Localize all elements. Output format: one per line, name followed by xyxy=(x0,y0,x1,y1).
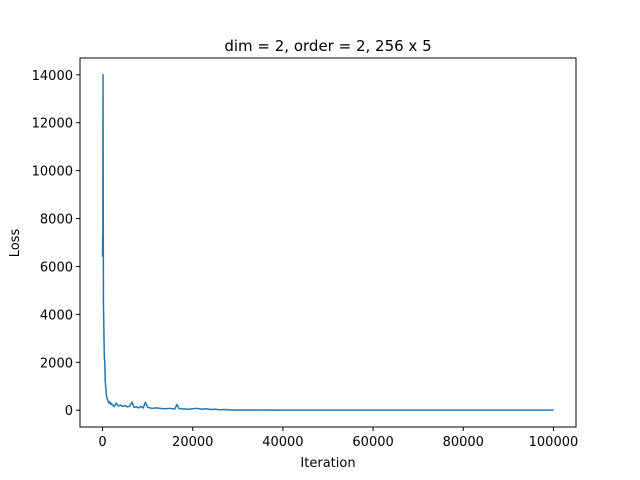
plot-area: 0 20000 40000 60000 80000 100000 0 2000 4000 600… xyxy=(32,57,578,450)
x-axis-ticks: 0 20000 40000 60000 80000 100000 xyxy=(98,427,578,450)
x-axis-label: Iteration xyxy=(300,456,355,471)
chart-title: dim = 2, order = 2, 256 x 5 xyxy=(224,37,431,55)
y-axis-label: Loss xyxy=(8,229,23,258)
plot-frame xyxy=(79,57,577,428)
y-axis-ticks: 0 2000 4000 6000 8000 10000 12000 14000 xyxy=(32,69,80,419)
y-tick-label: 0 xyxy=(65,404,73,419)
x-tick-label: 80000 xyxy=(443,435,484,450)
x-tick-label: 40000 xyxy=(262,435,303,450)
y-tick-label: 2000 xyxy=(40,356,73,371)
y-tick-label: 12000 xyxy=(32,117,73,132)
x-tick-label: 60000 xyxy=(352,435,393,450)
x-tick-label: 0 xyxy=(98,435,106,450)
y-tick-label: 10000 xyxy=(32,165,73,180)
loss-series-line xyxy=(101,74,554,411)
y-tick-label: 14000 xyxy=(32,69,73,84)
x-tick-label: 20000 xyxy=(172,435,213,450)
y-tick-label: 4000 xyxy=(40,308,73,323)
x-tick-label: 100000 xyxy=(529,435,579,450)
y-tick-label: 6000 xyxy=(40,260,73,275)
y-tick-label: 8000 xyxy=(40,213,73,228)
